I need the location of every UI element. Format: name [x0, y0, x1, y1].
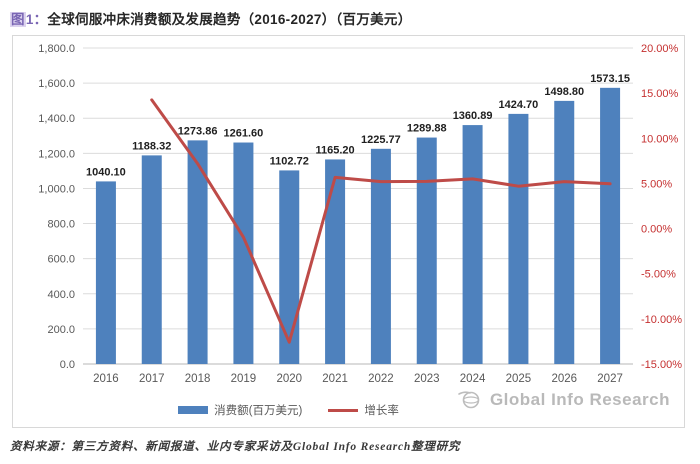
right-axis-tick-label: -15.00% — [641, 359, 682, 371]
bar-2022 — [370, 148, 391, 364]
chart-container: 0.0 200.0 400.0 600.0 800.0 1,000.0 1,200.0 1,4… — [12, 35, 685, 428]
left-axis-tick-label: 1,200.0 — [38, 148, 75, 160]
bar-value-label: 1360.89 — [453, 110, 493, 122]
bar-2018 — [187, 140, 208, 364]
left-axis-tick-label: 800.0 — [47, 219, 75, 231]
legend-bar-swatch-icon — [178, 406, 209, 414]
bar-value-label: 1289.88 — [407, 123, 447, 135]
right-axis-tick-label: 15.00% — [641, 88, 679, 100]
x-axis-label: 2022 — [368, 373, 394, 385]
growth-rate-line — [150, 98, 612, 344]
bar-value-label: 1040.10 — [86, 166, 126, 178]
combo-chart: 0.0 200.0 400.0 600.0 800.0 1,000.0 1,200.0 1,4… — [38, 43, 682, 385]
left-axis-tick-label: 0.0 — [60, 359, 75, 371]
watermark: Global Info Research — [457, 388, 670, 412]
left-axis-tick-label: 1,000.0 — [38, 183, 75, 195]
left-axis-tick-label: 600.0 — [47, 254, 75, 266]
x-axis-label: 2020 — [276, 373, 302, 385]
x-axis-label: 2016 — [93, 373, 119, 385]
legend-label-growth: 增长率 — [364, 405, 399, 417]
x-axis-label: 2026 — [551, 373, 577, 385]
bar-value-label: 1498.80 — [544, 86, 584, 98]
source-note: 资料来源：第三方资料、新闻报道、业内专家采访及Global Info Resea… — [10, 441, 461, 453]
x-axis-label: 2023 — [414, 373, 440, 385]
bar-value-label: 1225.77 — [361, 134, 401, 146]
left-axis-tick-label: 1,800.0 — [38, 43, 75, 55]
bar-2017 — [141, 155, 162, 364]
bar-2025 — [508, 113, 529, 364]
right-axis-tick-label: 0.00% — [641, 224, 672, 236]
x-axis-label: 2021 — [322, 373, 348, 385]
globe-icon — [458, 391, 480, 409]
bar-2026 — [554, 100, 575, 365]
right-axis-tick-label: -5.00% — [641, 269, 676, 281]
bar-2027 — [600, 87, 621, 365]
x-axis-label: 2017 — [139, 373, 165, 385]
legend-item-growth: 增长率 — [328, 402, 399, 418]
legend-label-consumption: 消费额(百万美元) — [214, 405, 303, 417]
x-axis-label: 2027 — [597, 373, 623, 385]
legend-line-swatch-icon — [328, 408, 359, 412]
right-axis-tick-label: -10.00% — [641, 314, 682, 326]
watermark-text: Global Info Research — [489, 390, 670, 409]
left-axis-tick-label: 200.0 — [47, 324, 75, 336]
bar-value-label: 1273.86 — [178, 125, 218, 137]
bar-value-label: 1102.72 — [270, 155, 309, 167]
left-axis-tick-label: 1,600.0 — [38, 78, 75, 90]
left-axis-tick-label: 400.0 — [47, 289, 75, 301]
right-axis-tick-label: 10.00% — [641, 133, 679, 145]
bar-value-label: 1573.15 — [590, 73, 630, 85]
bar-value-label: 1165.20 — [316, 144, 355, 156]
left-axis-tick-label: 1,400.0 — [38, 113, 75, 125]
bar-2024 — [462, 125, 483, 365]
bar-value-label: 1424.70 — [499, 99, 539, 111]
right-axis-tick-label: 5.00% — [641, 178, 672, 190]
bar-2019 — [233, 142, 254, 364]
right-axis-tick-label: 20.00% — [641, 43, 679, 55]
x-axis-label: 2025 — [506, 373, 532, 385]
bar-value-label: 1188.32 — [132, 140, 171, 152]
x-axis-label: 2024 — [460, 373, 486, 385]
legend-item-consumption: 消费额(百万美元) — [178, 402, 302, 418]
figure-number-label: 图1： — [10, 12, 48, 27]
figure-title-text: 全球伺服冲床消费额及发展趋势（2016-2027）（百万美元） — [47, 12, 412, 27]
bar-2016 — [95, 181, 116, 364]
bar-2023 — [416, 137, 437, 364]
bar-2020 — [279, 170, 300, 364]
figure-title: 图1：全球伺服冲床消费额及发展趋势（2016-2027）（百万美元） — [10, 8, 412, 28]
bar-value-label: 1261.60 — [224, 128, 264, 140]
bar-2021 — [325, 159, 346, 364]
x-axis-label: 2018 — [185, 373, 211, 385]
x-axis-label: 2019 — [231, 373, 257, 385]
